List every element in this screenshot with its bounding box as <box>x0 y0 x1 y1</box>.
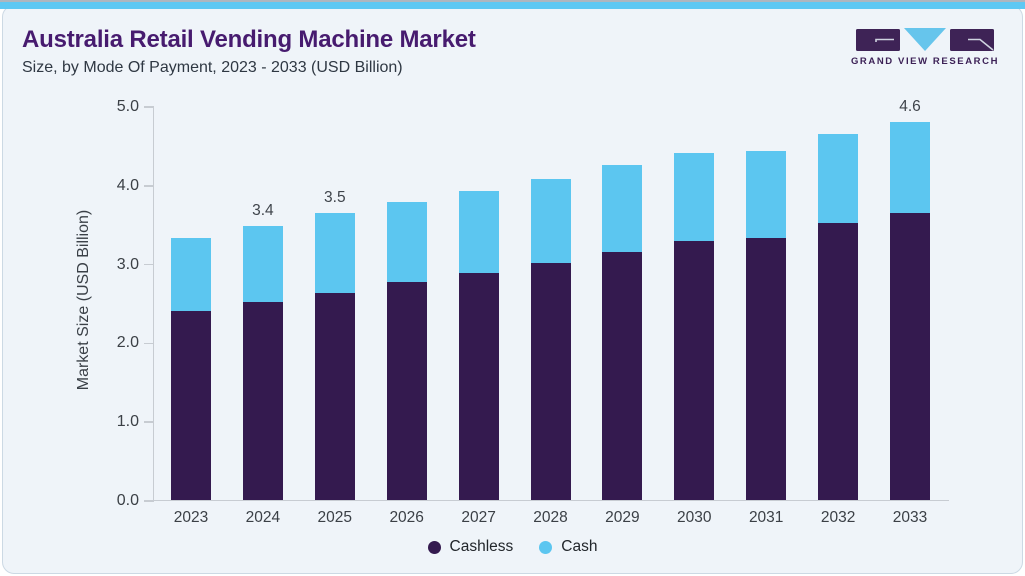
y-axis-title: Market Size (USD Billion) <box>75 209 92 391</box>
x-tick-label-2032: 2032 <box>820 509 856 526</box>
legend-item-cash: Cash <box>539 538 597 556</box>
bar-value-label-2025: 3.5 <box>324 189 346 207</box>
bar-value-label-2033: 4.6 <box>899 97 921 115</box>
legend-label: Cash <box>561 538 598 555</box>
legend: Cashless Cash <box>0 538 1025 556</box>
bar-segment-cashless-2031 <box>746 237 787 500</box>
x-tick-label-2030: 2030 <box>677 509 712 526</box>
bar-segment-cashless-2025 <box>314 292 355 500</box>
bar-segment-cashless-2023 <box>171 310 211 500</box>
bar-segment-cash-2026 <box>386 202 427 282</box>
chart-header: Australia Retail Vending Machine Market … <box>22 26 476 77</box>
accent-strip <box>0 0 1025 9</box>
y-axis-tick <box>144 342 154 345</box>
bar-segment-cash-2027 <box>458 191 499 274</box>
x-tick-label-2024: 2024 <box>245 509 281 526</box>
logo-r-icon <box>950 29 994 51</box>
legend-label: Cashless <box>449 538 514 555</box>
x-tick-label-2027: 2027 <box>461 509 496 526</box>
bar-value-label-2024: 3.4 <box>252 201 274 219</box>
bar-segment-cashless-2029 <box>602 251 643 500</box>
y-tick-label: 0.0 <box>116 492 139 509</box>
bar-segment-cashless-2033 <box>890 213 930 500</box>
brand-logo: GRAND VIEW RESEARCH <box>849 28 1001 67</box>
x-tick-label-2028: 2028 <box>533 509 568 526</box>
x-tick-label-2023: 2023 <box>173 509 209 526</box>
y-axis-tick <box>144 500 154 502</box>
legend-swatch-icon <box>539 540 553 554</box>
y-tick-label: 4.0 <box>116 176 139 194</box>
brand-name: GRAND VIEW RESEARCH <box>850 56 1000 67</box>
legend-swatch-icon <box>427 540 441 554</box>
legend-item-cashless: Cashless <box>427 538 514 556</box>
logo-g-icon <box>856 29 900 51</box>
brand-logo-marks <box>849 28 1001 52</box>
bar-segment-cash-2032 <box>818 133 859 224</box>
logo-v-triangle-icon <box>904 28 946 51</box>
page-subtitle: Size, by Mode Of Payment, 2023 - 2033 (U… <box>22 59 403 76</box>
y-tick-label: 5.0 <box>116 98 139 115</box>
x-tick-label-2031: 2031 <box>748 509 784 526</box>
bar-segment-cash-2028 <box>530 179 571 263</box>
bar-segment-cashless-2024 <box>242 302 283 500</box>
y-axis-tick <box>144 421 154 423</box>
bar-segment-cashless-2027 <box>458 273 499 500</box>
x-tick-label-2026: 2026 <box>389 509 424 526</box>
bar-segment-cashless-2026 <box>386 281 427 500</box>
bar-segment-cash-2029 <box>602 165 643 252</box>
bar-segment-cash-2024 <box>242 225 283 303</box>
y-tick-label: 2.0 <box>116 334 139 352</box>
bar-segment-cash-2025 <box>314 213 355 293</box>
y-axis-tick <box>144 106 154 108</box>
bar-segment-cashless-2030 <box>674 240 715 500</box>
bar-segment-cashless-2028 <box>530 262 571 500</box>
bar-segment-cash-2030 <box>674 153 715 241</box>
bar-segment-cash-2023 <box>171 237 211 311</box>
x-tick-label-2025: 2025 <box>317 509 353 526</box>
bar-segment-cash-2031 <box>746 150 787 238</box>
bar-segment-cash-2033 <box>890 121 930 214</box>
page-title: Australia Retail Vending Machine Market <box>22 26 476 53</box>
y-axis-tick <box>144 263 154 266</box>
y-tick-label: 3.0 <box>116 255 139 273</box>
plot-area: 0.0 1.0 2.0 3.0 4.0 5.0 2023 3.4 2024 3.5 2025 2026… <box>117 98 949 526</box>
x-tick-label-2029: 2029 <box>605 509 640 526</box>
bar-segment-cashless-2032 <box>818 223 859 500</box>
y-axis-tick <box>144 185 154 187</box>
y-tick-label: 1.0 <box>116 413 139 431</box>
x-tick-label-2033: 2033 <box>892 509 928 526</box>
